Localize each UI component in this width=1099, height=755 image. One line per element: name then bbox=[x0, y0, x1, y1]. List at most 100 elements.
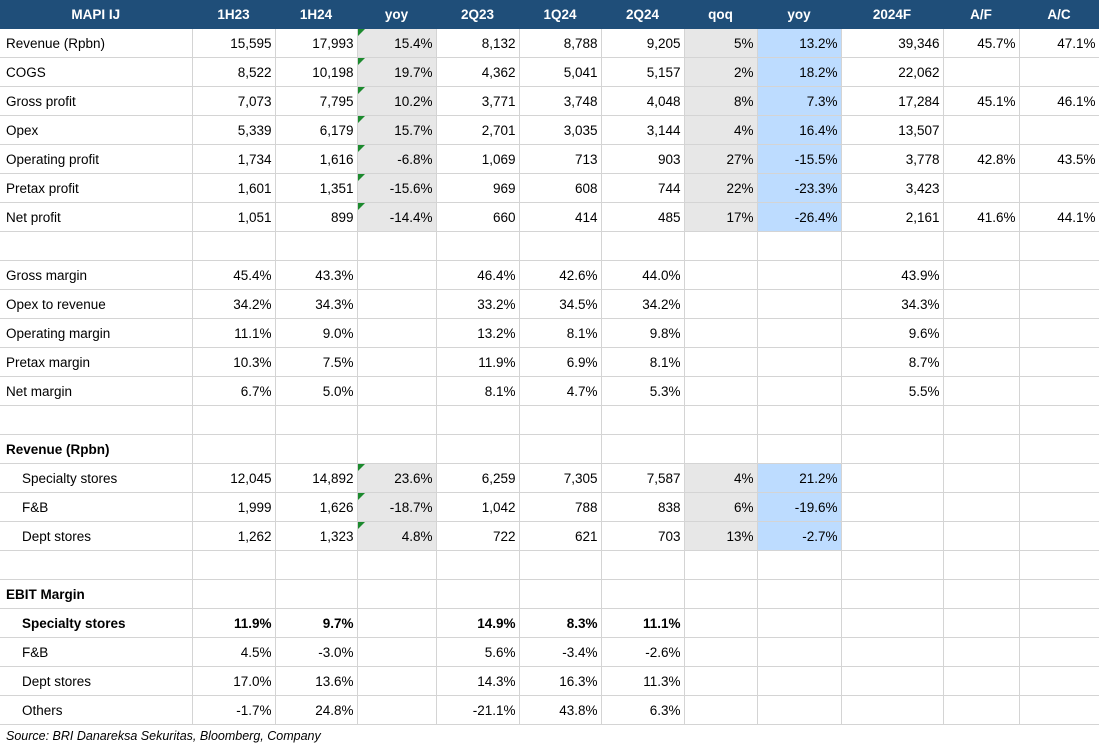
column-header: MAPI IJ bbox=[0, 0, 193, 29]
value-cell: 9.8% bbox=[601, 318, 685, 348]
column-header: A/C bbox=[1019, 0, 1099, 29]
value-cell: 13% bbox=[684, 521, 758, 551]
value-cell bbox=[357, 289, 437, 319]
value-cell: 621 bbox=[519, 521, 602, 551]
row-label: Net margin bbox=[0, 376, 193, 406]
value-cell: -3.0% bbox=[275, 637, 358, 667]
value-cell bbox=[943, 608, 1020, 638]
value-cell bbox=[943, 115, 1020, 145]
value-cell: 10,198 bbox=[275, 57, 358, 87]
value-cell bbox=[684, 260, 758, 290]
value-cell: 11.3% bbox=[601, 666, 685, 696]
value-cell bbox=[840, 521, 944, 551]
value-cell: -2.7% bbox=[757, 521, 842, 551]
value-cell bbox=[943, 57, 1020, 87]
value-cell: 16.4% bbox=[757, 115, 842, 145]
value-cell: 8.7% bbox=[840, 347, 944, 377]
value-cell: 33.2% bbox=[436, 289, 520, 319]
table-row: Opex 5,339 6,179 15.7% 2,701 3,035 3,144 4% 16.4… bbox=[0, 115, 1099, 145]
value-cell bbox=[943, 492, 1020, 522]
value-cell bbox=[840, 666, 944, 696]
value-cell bbox=[684, 347, 758, 377]
value-cell bbox=[357, 260, 437, 290]
row-label: COGS bbox=[0, 57, 193, 87]
value-cell: -21.1% bbox=[436, 695, 520, 725]
row-label: Revenue (Rpbn) bbox=[0, 28, 193, 58]
value-cell bbox=[840, 637, 944, 667]
value-cell: 24.8% bbox=[275, 695, 358, 725]
table-row: Others -1.7% 24.8% -21.1% 43.8% 6.3% bbox=[0, 695, 1099, 725]
value-cell bbox=[357, 695, 437, 725]
value-cell: 15,595 bbox=[192, 28, 276, 58]
value-cell: 7,073 bbox=[192, 86, 276, 116]
value-cell bbox=[757, 260, 842, 290]
value-cell bbox=[1019, 521, 1099, 551]
header-row: MAPI IJ 1H23 1H24 yoy 2Q23 1Q24 2Q24 qoq yoy 2024… bbox=[0, 0, 1099, 29]
value-cell: 13.6% bbox=[275, 666, 358, 696]
column-header: yoy bbox=[357, 0, 437, 29]
value-cell: 2,161 bbox=[840, 202, 944, 232]
row-label: Pretax profit bbox=[0, 173, 193, 203]
value-cell: -6.8% bbox=[357, 144, 437, 174]
value-cell: 43.5% bbox=[1019, 144, 1099, 174]
value-cell: 899 bbox=[275, 202, 358, 232]
value-cell: 11.9% bbox=[436, 347, 520, 377]
column-header: 2Q24 bbox=[601, 0, 685, 29]
column-header: 1Q24 bbox=[519, 0, 602, 29]
value-cell: 27% bbox=[684, 144, 758, 174]
value-cell: -14.4% bbox=[357, 202, 437, 232]
section-title-revenue: Revenue (Rpbn) bbox=[0, 434, 1099, 464]
value-cell: 42.6% bbox=[519, 260, 602, 290]
value-cell: 19.7% bbox=[357, 57, 437, 87]
value-cell: 1,999 bbox=[192, 492, 276, 522]
value-cell: 12,045 bbox=[192, 463, 276, 493]
value-cell: 1,069 bbox=[436, 144, 520, 174]
value-cell: 8.1% bbox=[436, 376, 520, 406]
value-cell: 4,362 bbox=[436, 57, 520, 87]
value-cell: 3,035 bbox=[519, 115, 602, 145]
value-cell: -26.4% bbox=[757, 202, 842, 232]
value-cell bbox=[357, 666, 437, 696]
value-cell bbox=[757, 608, 842, 638]
value-cell bbox=[757, 289, 842, 319]
table-row: Operating profit 1,734 1,616 -6.8% 1,069 713 9… bbox=[0, 144, 1099, 174]
column-header: qoq bbox=[684, 0, 758, 29]
value-cell bbox=[357, 318, 437, 348]
row-label: F&B bbox=[0, 637, 193, 667]
value-cell: 8.1% bbox=[601, 347, 685, 377]
value-cell bbox=[757, 666, 842, 696]
value-cell bbox=[943, 347, 1020, 377]
value-cell: 3,423 bbox=[840, 173, 944, 203]
column-header: 1H24 bbox=[275, 0, 358, 29]
value-cell: 13.2% bbox=[436, 318, 520, 348]
value-cell: 8.1% bbox=[519, 318, 602, 348]
value-cell: 45.4% bbox=[192, 260, 276, 290]
value-cell: 46.4% bbox=[436, 260, 520, 290]
value-cell: 485 bbox=[601, 202, 685, 232]
value-cell: 8.3% bbox=[519, 608, 602, 638]
value-cell: 10.3% bbox=[192, 347, 276, 377]
value-cell: 45.1% bbox=[943, 86, 1020, 116]
value-cell: 5,339 bbox=[192, 115, 276, 145]
value-cell: 660 bbox=[436, 202, 520, 232]
value-cell bbox=[943, 695, 1020, 725]
value-cell: 34.2% bbox=[192, 289, 276, 319]
value-cell: 4.5% bbox=[192, 637, 276, 667]
value-cell: 17.0% bbox=[192, 666, 276, 696]
value-cell: 1,323 bbox=[275, 521, 358, 551]
value-cell bbox=[1019, 492, 1099, 522]
value-cell: 4,048 bbox=[601, 86, 685, 116]
value-cell bbox=[1019, 376, 1099, 406]
value-cell: 14,892 bbox=[275, 463, 358, 493]
value-cell: 15.4% bbox=[357, 28, 437, 58]
table-row: Specialty stores 12,045 14,892 23.6% 6,259 7,… bbox=[0, 463, 1099, 493]
section-title-ebit: EBIT Margin bbox=[0, 579, 1099, 609]
table-row: Net profit 1,051 899 -14.4% 660 414 485 17% -26.… bbox=[0, 202, 1099, 232]
table-row: F&B 4.5% -3.0% 5.6% -3.4% -2.6% bbox=[0, 637, 1099, 667]
value-cell: 969 bbox=[436, 173, 520, 203]
value-cell: 5.0% bbox=[275, 376, 358, 406]
value-cell: 42.8% bbox=[943, 144, 1020, 174]
table-row: Operating margin 11.1% 9.0% 13.2% 8.1% 9.8% 9.… bbox=[0, 318, 1099, 348]
blank-row bbox=[0, 550, 1099, 580]
